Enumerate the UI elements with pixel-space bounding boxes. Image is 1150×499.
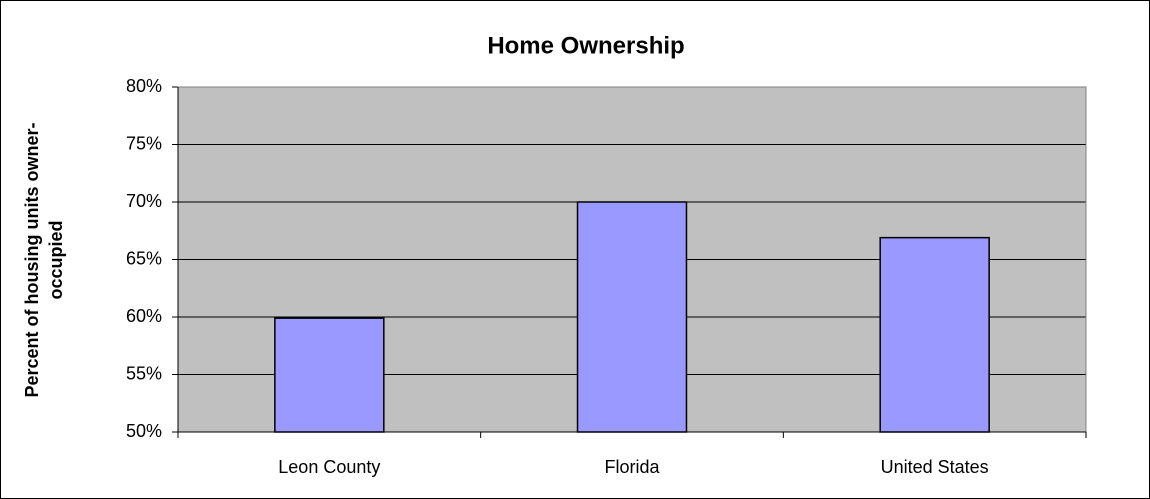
y-tick-label: 50%	[126, 421, 162, 441]
y-axis-label: occupied	[46, 220, 66, 299]
y-tick-label: 65%	[126, 248, 162, 268]
y-axis-label: Percent of housing units owner-	[22, 122, 42, 397]
bar	[274, 317, 385, 433]
y-tick-label: 80%	[126, 76, 162, 96]
y-tick-label: 60%	[126, 306, 162, 326]
y-tick-label: 75%	[126, 133, 162, 153]
y-tick-label: 55%	[126, 363, 162, 383]
y-tick-label: 70%	[126, 191, 162, 211]
chart-title: Home Ownership	[487, 32, 684, 59]
bar	[576, 201, 688, 433]
x-tick-label: United States	[881, 457, 989, 477]
x-tick-label: Florida	[604, 457, 660, 477]
x-tick-label: Leon County	[278, 457, 380, 477]
bar	[879, 236, 990, 433]
